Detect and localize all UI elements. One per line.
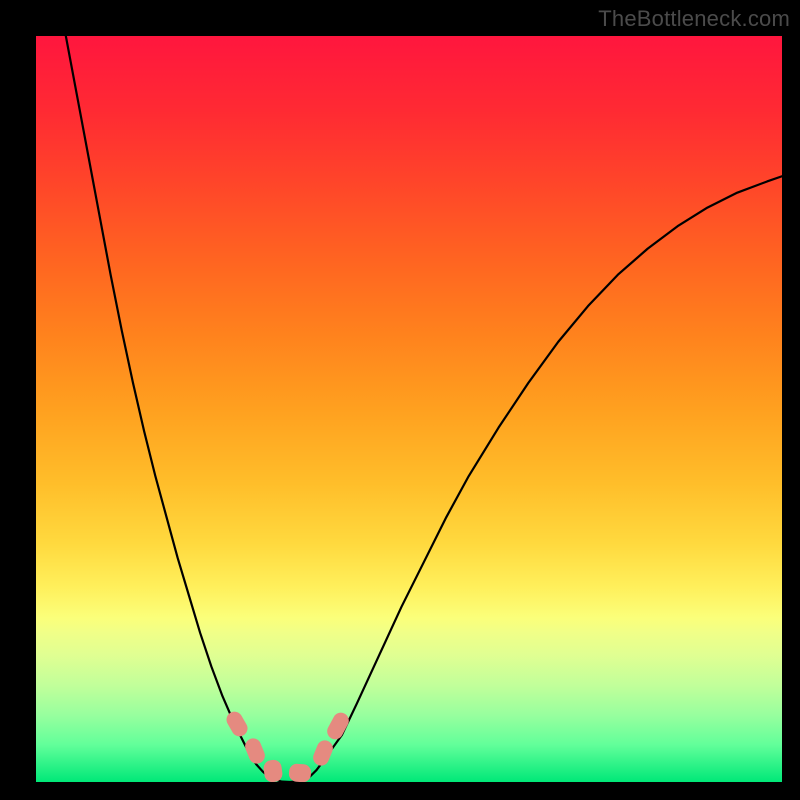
data-marker	[242, 736, 267, 766]
data-marker	[288, 763, 311, 782]
data-marker	[224, 709, 251, 740]
watermark-text: TheBottleneck.com	[598, 6, 790, 32]
marker-layer	[36, 36, 782, 782]
data-marker	[263, 759, 284, 782]
plot-area	[36, 36, 782, 782]
data-marker	[311, 738, 336, 768]
data-marker	[324, 710, 351, 742]
chart-canvas: TheBottleneck.com	[0, 0, 800, 800]
